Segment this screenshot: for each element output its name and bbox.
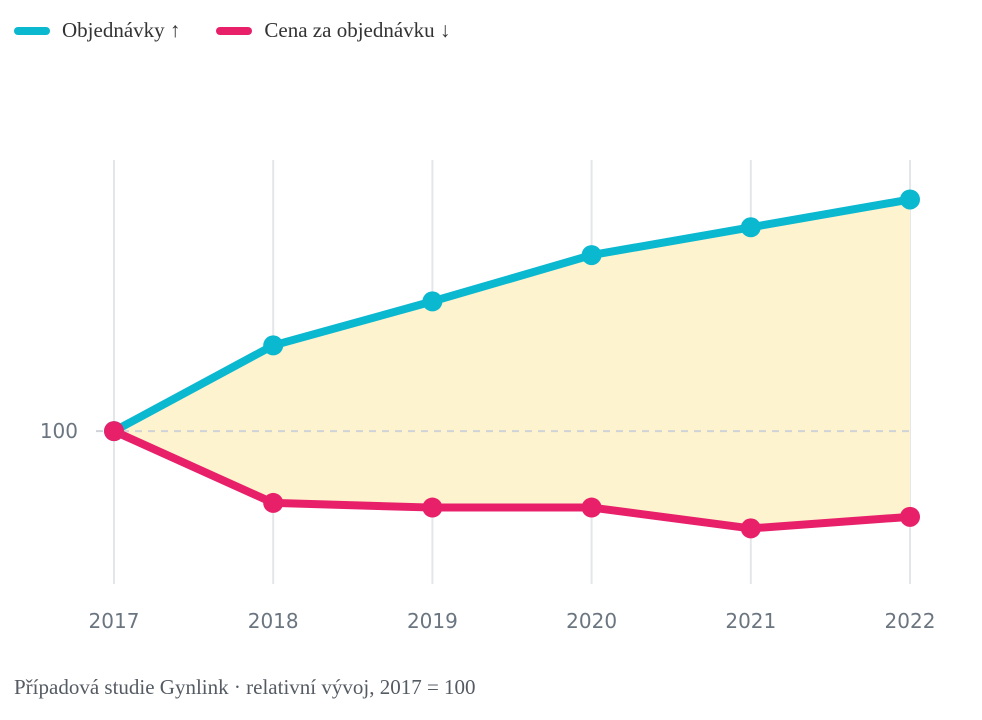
data-point-orders-2020 xyxy=(581,245,602,266)
x-tick-label-2019: 2019 xyxy=(407,609,458,633)
data-point-orders-2019 xyxy=(422,291,443,312)
data-point-orders-2022 xyxy=(900,189,920,210)
legend-swatch-orders xyxy=(14,26,50,35)
x-tick-label-2021: 2021 xyxy=(725,609,776,633)
series-lines xyxy=(110,195,914,533)
legend: Objednávky ↑ Cena za objednávku ↓ xyxy=(14,18,450,43)
legend-label-orders: Objednávky ↑ xyxy=(62,18,181,42)
x-tick-label-2018: 2018 xyxy=(248,609,299,633)
data-point-cost-per-order-2018 xyxy=(263,492,284,513)
series-line-orders xyxy=(110,195,914,436)
data-point-cost-per-order-2021 xyxy=(740,518,761,539)
data-point-orders-2018 xyxy=(263,335,284,356)
legend-item-cost-per-order: Cena za objednávku ↓ xyxy=(216,18,450,43)
x-tick-label-2020: 2020 xyxy=(566,609,617,633)
x-tick-label-2022: 2022 xyxy=(885,609,936,633)
legend-label-cost-per-order: Cena za objednávku ↓ xyxy=(264,18,451,42)
x-tick-label-2017: 2017 xyxy=(89,609,140,633)
legend-swatch-cost-per-order xyxy=(216,26,253,35)
data-point-cost-per-order-2020 xyxy=(581,497,602,518)
data-point-cost-per-order-2022 xyxy=(900,506,920,527)
legend-item-orders: Objednávky ↑ xyxy=(14,18,180,43)
data-points xyxy=(104,189,920,539)
data-point-cost-per-order-2017 xyxy=(104,421,124,442)
fill-between-area xyxy=(114,199,910,529)
chart-caption: Případová studie Gynlink · relativní výv… xyxy=(14,675,476,699)
x-axis-ticks: 2017 2018 2019 2020 2021 2022 xyxy=(89,609,936,633)
data-point-cost-per-order-2019 xyxy=(422,497,443,518)
data-point-orders-2021 xyxy=(740,217,761,238)
series-line-cost-per-order xyxy=(110,427,914,533)
y-tick-label: 100 xyxy=(40,419,78,443)
